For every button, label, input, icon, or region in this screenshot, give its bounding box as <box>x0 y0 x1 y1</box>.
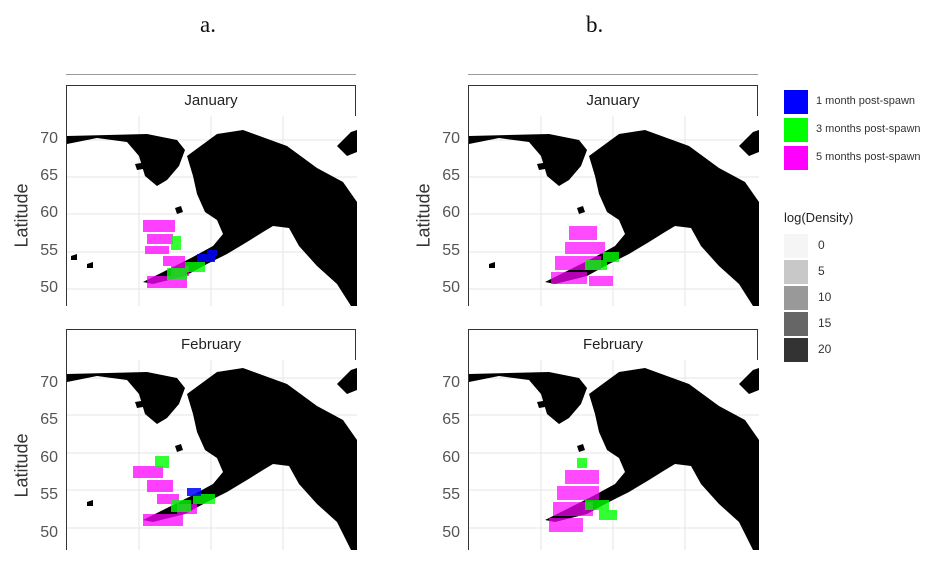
ytick-65: 65 <box>442 167 460 184</box>
legend-swatch <box>784 90 808 114</box>
legend-label: 5 months post-spawn <box>816 151 921 163</box>
density-legend-item: 20 <box>784 338 904 362</box>
ytick-50: 50 <box>40 524 58 541</box>
density-label: 15 <box>818 316 832 330</box>
panel-a-top-rule <box>66 74 356 75</box>
ytick-55: 55 <box>442 242 460 259</box>
panel-b-bottom-yticks: 70 65 60 55 50 <box>408 365 468 555</box>
ytick-70: 70 <box>40 130 58 147</box>
ytick-60: 60 <box>442 449 460 466</box>
density-label: 5 <box>818 264 825 278</box>
ytick-65: 65 <box>40 167 58 184</box>
facet-strip-february: February <box>66 329 356 361</box>
density-swatch <box>784 260 808 284</box>
legend-item: 1 month post-spawn <box>784 90 944 114</box>
ytick-70: 70 <box>442 130 460 147</box>
panel-a-bottom-yticks: 70 65 60 55 50 <box>6 365 66 555</box>
legend-swatch <box>784 146 808 170</box>
map-panel <box>66 116 357 306</box>
facet-a-january: January <box>66 85 357 306</box>
legend-label: 3 months post-spawn <box>816 123 921 135</box>
legend-item: 5 months post-spawn <box>784 146 944 170</box>
panel-b-top-rule <box>468 74 758 75</box>
ytick-60: 60 <box>40 449 58 466</box>
legend-label: 1 month post-spawn <box>816 95 916 107</box>
ytick-60: 60 <box>442 204 460 221</box>
panel-a-heading: a. <box>200 12 216 37</box>
density-label: 20 <box>818 342 832 356</box>
ytick-55: 55 <box>40 486 58 503</box>
ytick-55: 55 <box>442 486 460 503</box>
density-legend-item: 10 <box>784 286 904 310</box>
facet-strip-january: January <box>468 85 758 117</box>
panel-b-heading: b. <box>586 12 604 37</box>
facet-b-february: February <box>468 329 759 550</box>
ytick-55: 55 <box>40 242 58 259</box>
density-swatch <box>784 312 808 336</box>
density-swatch <box>784 286 808 310</box>
density-legend-item: 5 <box>784 260 904 284</box>
facet-b-january: January <box>468 85 759 306</box>
density-label: 0 <box>818 238 825 252</box>
ytick-65: 65 <box>442 411 460 428</box>
ytick-60: 60 <box>40 204 58 221</box>
facet-a-february: February <box>66 329 357 550</box>
legend-swatch <box>784 118 808 142</box>
panel-a-top-yticks: 70 65 60 55 50 <box>6 115 66 305</box>
ytick-50: 50 <box>442 524 460 541</box>
map-panel <box>468 116 759 306</box>
density-legend-item: 0 <box>784 234 904 258</box>
density-legend-title: log(Density) <box>784 210 854 225</box>
ytick-65: 65 <box>40 411 58 428</box>
density-legend-item: 15 <box>784 312 904 336</box>
facet-strip-february: February <box>468 329 758 361</box>
ytick-50: 50 <box>40 279 58 296</box>
density-swatch <box>784 338 808 362</box>
density-swatch <box>784 234 808 258</box>
map-panel <box>66 360 357 550</box>
density-label: 10 <box>818 290 832 304</box>
facet-strip-january: January <box>66 85 356 117</box>
panel-b-top-yticks: 70 65 60 55 50 <box>408 115 468 305</box>
ytick-70: 70 <box>442 374 460 391</box>
ytick-70: 70 <box>40 374 58 391</box>
map-panel <box>468 360 759 550</box>
ytick-50: 50 <box>442 279 460 296</box>
legend-item: 3 months post-spawn <box>784 118 944 142</box>
